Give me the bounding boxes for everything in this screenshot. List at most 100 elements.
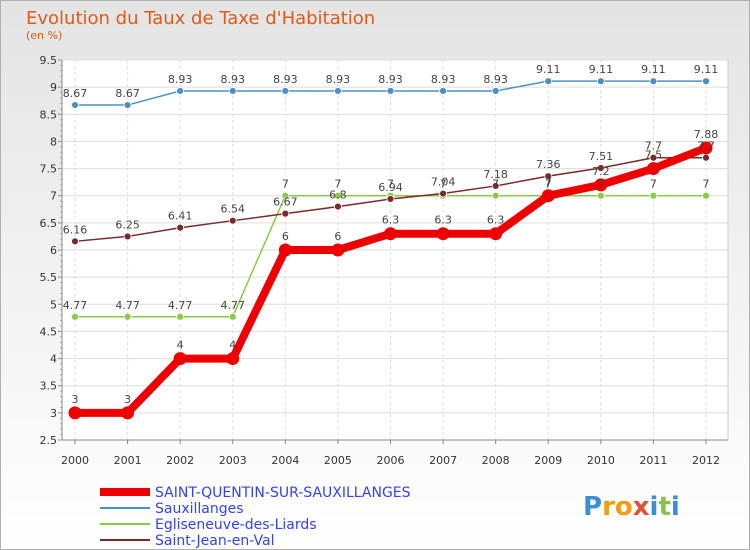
- data-labels-layer: 3 34 46 66.3 6.3 6.377.27.57.888.67 8.678.93 8.…: [63, 63, 719, 406]
- y-tick-label: 6: [50, 244, 57, 257]
- data-point: [71, 101, 79, 109]
- data-label: 4.77: [115, 299, 140, 312]
- y-tick-label: 8: [50, 135, 57, 148]
- data-label: 4.77: [168, 299, 193, 312]
- data-label: 7.36: [536, 158, 561, 171]
- data-point: [176, 87, 185, 95]
- y-tick-label: 5.5: [40, 271, 58, 284]
- data-point: [649, 153, 658, 162]
- data-label: 4.77: [63, 299, 88, 312]
- x-tick-label: 2012: [692, 454, 720, 467]
- y-tick-label: 5: [50, 298, 57, 311]
- data-point: [123, 312, 132, 321]
- logo-letter: t: [658, 492, 670, 522]
- data-label: 6.8: [329, 189, 347, 202]
- data-label: 7.04: [431, 176, 456, 189]
- data-point: [228, 312, 237, 321]
- data-point: [702, 191, 710, 200]
- data-point: [439, 189, 447, 198]
- data-label: 3: [72, 393, 79, 406]
- data-label: 7: [545, 178, 552, 191]
- data-label: 6.94: [378, 181, 403, 194]
- data-label: 6.3: [382, 214, 400, 227]
- legend-label: SAINT-QUENTIN-SUR-SAUXILLANGES: [155, 485, 411, 501]
- data-point: [702, 153, 710, 162]
- data-label: 7: [387, 178, 394, 191]
- proxiti-logo: Proxiti: [583, 492, 680, 522]
- logo-letter: i: [650, 492, 659, 522]
- data-point: [334, 87, 342, 95]
- data-point: [386, 195, 395, 203]
- data-label: 8.67: [115, 87, 140, 100]
- data-point: [331, 243, 345, 257]
- y-tick-label: 4: [50, 353, 57, 366]
- legend-label: Saint-Jean-en-Val: [155, 533, 274, 549]
- data-point: [123, 232, 132, 241]
- data-label: 7: [650, 178, 657, 191]
- data-label: 8.93: [221, 73, 246, 86]
- x-tick-label: 2002: [166, 454, 194, 467]
- data-point: [123, 101, 132, 109]
- data-point: [541, 189, 555, 203]
- y-tick-label: 7: [50, 190, 57, 203]
- data-point: [702, 77, 710, 86]
- legend: SAINT-QUENTIN-SUR-SAUXILLANGESSauxillang…: [100, 485, 411, 549]
- data-label: 6.25: [115, 218, 140, 231]
- data-label: 8.93: [431, 73, 456, 86]
- data-label: 9.11: [536, 63, 561, 76]
- x-tick-label: 2006: [377, 454, 405, 467]
- data-point: [228, 216, 237, 225]
- data-point: [491, 191, 500, 200]
- data-label: 6.16: [63, 223, 88, 236]
- data-point: [384, 227, 397, 241]
- data-label: 6: [282, 230, 289, 243]
- y-tick-label: 6.5: [40, 217, 58, 230]
- data-point: [176, 223, 185, 232]
- y-tick-label: 7.5: [40, 163, 58, 176]
- data-label: 6.54: [221, 203, 246, 216]
- data-label: 4.77: [221, 299, 246, 312]
- data-point: [71, 312, 79, 321]
- data-label: 8.93: [168, 73, 193, 86]
- x-tick-label: 2000: [61, 454, 89, 467]
- data-point: [439, 87, 447, 95]
- data-label: 7: [440, 178, 447, 191]
- data-point: [281, 191, 290, 200]
- data-point: [436, 227, 450, 241]
- data-point: [121, 406, 135, 420]
- data-point: [334, 191, 342, 200]
- data-label: 3: [124, 393, 131, 406]
- x-tick-label: 2009: [534, 454, 562, 467]
- data-label: 7: [334, 178, 341, 191]
- data-point: [544, 77, 553, 86]
- data-label: 9.11: [694, 63, 719, 76]
- data-point: [71, 237, 79, 246]
- data-label: 4: [177, 339, 184, 352]
- data-label: 6.3: [487, 214, 505, 227]
- x-tick-label: 2008: [482, 454, 510, 467]
- data-label: 4: [229, 339, 236, 352]
- data-label: 7: [703, 178, 710, 191]
- y-tick-label: 3: [50, 407, 57, 420]
- data-label: 7: [282, 178, 289, 191]
- data-point: [278, 243, 292, 257]
- y-tick-label: 8.5: [40, 108, 58, 121]
- data-point: [489, 227, 503, 241]
- data-label: 7.18: [483, 168, 508, 181]
- data-label: 6: [334, 230, 341, 243]
- data-point: [491, 182, 500, 190]
- series-3: [71, 153, 710, 246]
- x-tick-label: 2010: [587, 454, 615, 467]
- data-point: [594, 178, 608, 192]
- chart-title: Evolution du Taux de Taxe d'Habitation: [26, 8, 375, 29]
- legend-label: Sauxillanges: [155, 501, 244, 517]
- data-label: 8.93: [326, 73, 351, 86]
- y-tick-label: 4.5: [40, 325, 58, 338]
- data-label: 8.93: [378, 73, 403, 86]
- data-point: [649, 77, 658, 86]
- data-point: [596, 164, 605, 172]
- data-label: 8.93: [483, 73, 508, 86]
- x-tick-label: 2007: [429, 454, 457, 467]
- logo-letter: o: [615, 492, 633, 522]
- grid-lines: [62, 59, 728, 441]
